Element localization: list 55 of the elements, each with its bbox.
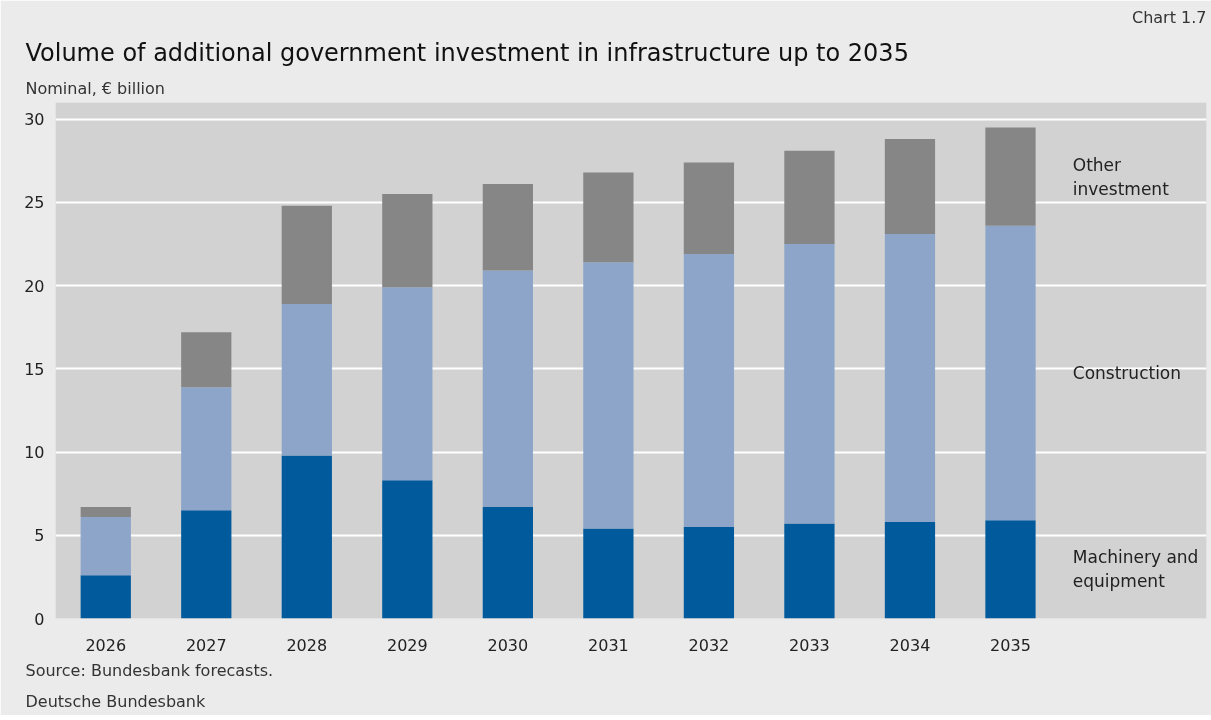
- caption: Chart 1.7: [1132, 7, 1207, 27]
- y-tick-label: 0: [34, 609, 45, 629]
- bar: [583, 172, 634, 263]
- bar: [683, 162, 735, 254]
- y-tick-label: 15: [24, 359, 45, 379]
- bar: [281, 303, 332, 456]
- x-tick-label: 2034: [889, 635, 931, 655]
- bar: [281, 205, 332, 304]
- bar: [583, 528, 634, 619]
- x-tick-label: 2030: [487, 635, 529, 655]
- y-tick-label: 25: [24, 193, 45, 213]
- bar: [382, 480, 433, 619]
- bar: [80, 506, 131, 517]
- x-tick-label: 2028: [286, 635, 328, 655]
- bar: [784, 243, 835, 524]
- x-tick-label: 2031: [588, 635, 629, 655]
- bar: [382, 194, 433, 288]
- chart-subtitle: Nominal, € billion: [25, 78, 165, 98]
- bar: [683, 526, 735, 619]
- bar: [482, 184, 533, 271]
- bar: [382, 287, 433, 481]
- y-tick-label: 30: [24, 110, 45, 130]
- bar: [985, 127, 1036, 226]
- bar: [181, 510, 232, 619]
- source-note: Source: Bundesbank forecasts.: [25, 660, 274, 680]
- bar: [482, 506, 533, 619]
- text: Deutsche Bundesbank: [25, 691, 206, 711]
- y-tick-label: 20: [24, 276, 45, 296]
- x-tick-label: 2035: [990, 635, 1031, 655]
- bar: [784, 523, 835, 619]
- bar: [583, 262, 634, 529]
- bar: [482, 270, 533, 507]
- bar: [884, 139, 936, 234]
- bar: [884, 234, 936, 522]
- text: Other investment: [1072, 154, 1170, 199]
- text: Machinery and equipment: [1072, 547, 1199, 592]
- bar: [181, 387, 232, 511]
- bar: [884, 521, 936, 619]
- x-tick-label: 2033: [789, 635, 830, 655]
- x-tick-label: 2032: [688, 635, 730, 655]
- bar: [80, 516, 131, 576]
- bar: [80, 575, 131, 619]
- x-tick-label: 2027: [185, 635, 227, 655]
- x-tick-label: 2026: [85, 635, 127, 655]
- bar: [181, 332, 232, 388]
- y-tick-label: 10: [24, 443, 45, 463]
- x-tick-label: 2029: [386, 635, 428, 655]
- bar: [985, 225, 1036, 521]
- chart-title: Volume of additional government investment in infrastructure up to 2035: [25, 38, 909, 67]
- bar: [985, 520, 1036, 619]
- bar: [683, 253, 735, 527]
- bar: [784, 150, 835, 244]
- bar: [281, 455, 332, 619]
- text: Construction: [1072, 362, 1182, 383]
- y-tick-label: 5: [34, 526, 45, 546]
